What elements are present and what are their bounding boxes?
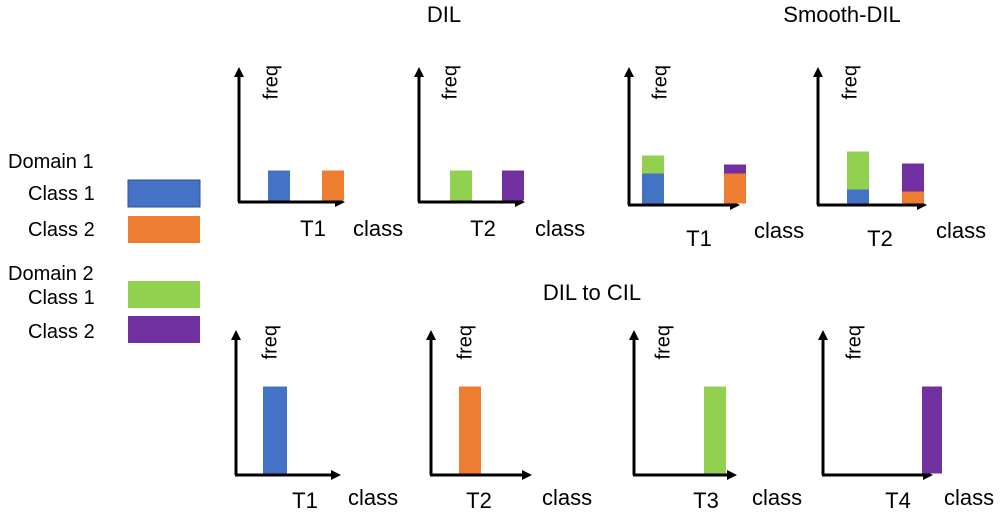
task-label: T1 bbox=[300, 216, 326, 241]
task-label: T3 bbox=[693, 488, 719, 513]
legend: Domain 1 Class 1 Class 2 Domain 2 Class … bbox=[8, 151, 201, 343]
panels: freq T1 class freq T2 class freq T1 class freq T2 c… bbox=[231, 65, 994, 513]
bar-segment-d2c1 bbox=[642, 155, 664, 174]
bar-segment-d1c2 bbox=[322, 170, 344, 201]
panel-smooth-t1: freq T1 class bbox=[624, 65, 804, 251]
task-label: T2 bbox=[466, 488, 492, 513]
bar-segment-d2c1 bbox=[847, 151, 869, 190]
panel-cil-t4: freq T4 class bbox=[818, 325, 994, 513]
legend-swatch-domain-1-class-2 bbox=[128, 216, 200, 243]
title-smooth-dil: Smooth-DIL bbox=[783, 2, 900, 27]
bar-segment-d1c1 bbox=[642, 173, 664, 204]
x-axis-label: class bbox=[752, 485, 802, 510]
y-axis-label: freq bbox=[260, 65, 282, 99]
panel-dil-t2: freq T2 class bbox=[414, 65, 585, 241]
legend-heading-domain-2: Domain 2 bbox=[8, 263, 94, 285]
y-axis-label: freq bbox=[259, 325, 281, 359]
y-axis-label: freq bbox=[843, 325, 865, 359]
legend-label-domain-2-class-1: Class 1 bbox=[28, 287, 95, 309]
legend-swatch-domain-2-class-2 bbox=[128, 316, 200, 343]
y-axis-label: freq bbox=[454, 325, 476, 359]
bar-segment-d2c2 bbox=[502, 170, 524, 201]
task-label: T1 bbox=[686, 226, 712, 251]
title-dil: DIL bbox=[427, 2, 461, 27]
y-axis-label: freq bbox=[649, 65, 671, 99]
y-axis-label: freq bbox=[839, 65, 861, 99]
panel-cil-t2: freq T2 class bbox=[426, 325, 592, 513]
bar-segment-d1c1 bbox=[268, 170, 290, 201]
bar-segment-d2c2 bbox=[724, 164, 746, 174]
bar-segment-d2c1 bbox=[450, 170, 472, 201]
panel-smooth-t2: freq T2 class bbox=[813, 65, 986, 251]
task-label: T2 bbox=[470, 216, 496, 241]
legend-swatch-domain-1-class-1 bbox=[127, 179, 201, 208]
legend-heading-domain-1: Domain 1 bbox=[8, 151, 94, 173]
x-axis-label: class bbox=[353, 216, 403, 241]
panel-cil-t3: freq T3 class bbox=[629, 325, 802, 513]
x-axis-label: class bbox=[936, 218, 986, 243]
x-axis-label: class bbox=[535, 216, 585, 241]
y-axis-label: freq bbox=[652, 325, 674, 359]
legend-label-domain-1-class-1: Class 1 bbox=[28, 183, 95, 205]
y-axis-label: freq bbox=[439, 65, 461, 99]
title-dil-to-cil: DIL to CIL bbox=[543, 280, 641, 305]
panel-cil-t1: freq T1 class bbox=[231, 325, 398, 513]
panel-dil-t1: freq T1 class bbox=[234, 65, 403, 241]
x-axis-label: class bbox=[542, 485, 592, 510]
bar-segment-d1c2 bbox=[724, 173, 746, 204]
task-label: T2 bbox=[867, 226, 893, 251]
bar-segment-d2c2 bbox=[902, 163, 924, 192]
bar-segment-d2c2 bbox=[922, 386, 942, 474]
bar-segment-d1c1 bbox=[847, 189, 869, 204]
task-label: T4 bbox=[885, 488, 911, 513]
legend-label-domain-2-class-2: Class 2 bbox=[28, 321, 95, 343]
bar-segment-d2c1 bbox=[704, 386, 726, 474]
legend-swatch-domain-2-class-1 bbox=[128, 281, 200, 308]
task-label: T1 bbox=[292, 488, 318, 513]
x-axis-label: class bbox=[348, 485, 398, 510]
bar-segment-d1c2 bbox=[902, 191, 924, 204]
bar-segment-d1c1 bbox=[263, 386, 287, 474]
x-axis-label: class bbox=[754, 218, 804, 243]
x-axis-label: class bbox=[944, 485, 994, 510]
legend-label-domain-1-class-2: Class 2 bbox=[28, 219, 95, 241]
bar-segment-d1c2 bbox=[459, 386, 481, 474]
